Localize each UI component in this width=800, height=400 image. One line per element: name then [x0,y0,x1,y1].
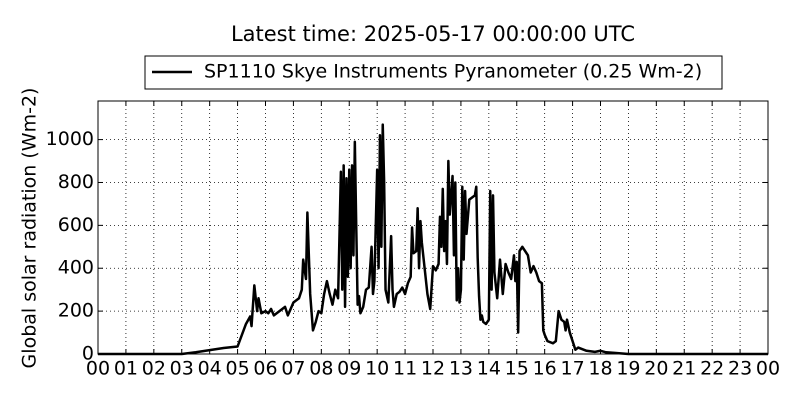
y-tick-label: 400 [58,257,94,279]
x-tick-label: 03 [170,358,194,380]
y-axis-label: Global solar radiation (Wm-2) [19,88,41,369]
x-tick-label: 00 [756,358,780,380]
x-tick-label: 08 [309,358,333,380]
data-line [98,123,768,356]
x-tick-label: 04 [198,358,222,380]
x-tick-label: 05 [225,358,249,380]
y-tick-label: 200 [58,300,94,322]
x-tick-label: 06 [253,358,277,380]
y-tick-label: 1000 [46,128,94,150]
y-tick-label: 0 [82,343,94,365]
x-tick-label: 13 [449,358,473,380]
x-tick-label: 16 [533,358,557,380]
chart-title: Latest time: 2025-05-17 00:00:00 UTC [231,22,635,46]
y-tick-label: 600 [58,214,94,236]
x-tick-label: 09 [337,358,361,380]
x-tick-label: 17 [560,358,584,380]
plot-frame [97,100,769,355]
legend-label: SP1110 Skye Instruments Pyranometer (0.2… [204,61,702,83]
x-tick-label: 12 [421,358,445,380]
x-tick-label: 07 [281,358,305,380]
x-tick-label: 02 [142,358,166,380]
x-tick-label: 23 [728,358,752,380]
y-tick-label: 800 [58,171,94,193]
x-tick-label: 14 [477,358,501,380]
x-tick-label: 22 [700,358,724,380]
x-tick-label: 21 [672,358,696,380]
x-tick-label: 19 [616,358,640,380]
x-tick-label: 18 [588,358,612,380]
x-tick-label: 01 [114,358,138,380]
x-tick-label: 10 [365,358,389,380]
x-tick-label: 00 [86,358,110,380]
x-tick-label: 11 [393,358,417,380]
x-tick-label: 20 [644,358,668,380]
x-tick-label: 15 [505,358,529,380]
legend [144,55,723,90]
